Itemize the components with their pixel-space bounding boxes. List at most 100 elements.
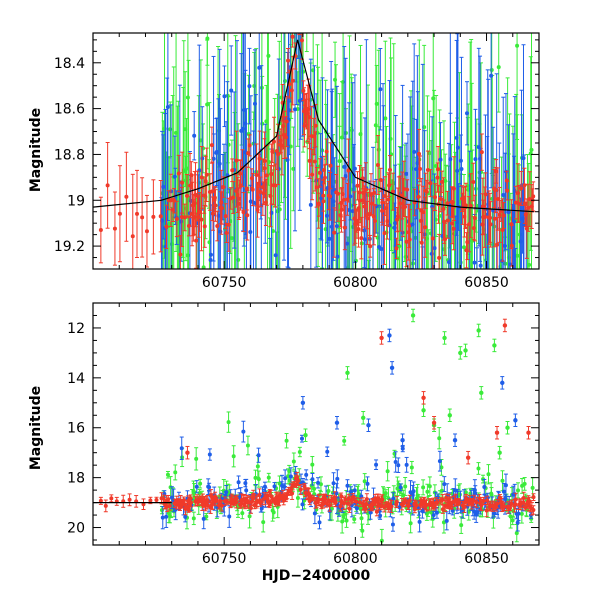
data-point-red bbox=[117, 211, 122, 216]
data-point-blue bbox=[458, 158, 463, 163]
data-point-blue bbox=[431, 513, 436, 518]
data-point-red bbox=[202, 224, 207, 229]
data-point-red bbox=[244, 186, 249, 191]
data-point-blue bbox=[248, 229, 253, 234]
data-point-blue bbox=[478, 263, 483, 268]
data-point-red bbox=[98, 228, 103, 233]
data-point-red bbox=[194, 238, 199, 243]
data-point-red bbox=[180, 180, 185, 185]
data-point-green bbox=[206, 337, 210, 341]
data-point-red bbox=[435, 175, 440, 180]
data-point-blue bbox=[432, 246, 437, 251]
data-point-green bbox=[437, 436, 442, 441]
data-point-blue bbox=[455, 145, 460, 150]
data-point-blue bbox=[489, 73, 494, 78]
data-point-red bbox=[442, 219, 447, 224]
data-point-blue bbox=[207, 452, 212, 457]
top-plot-frame bbox=[92, 32, 540, 270]
data-point-blue bbox=[345, 483, 350, 488]
top-y-tick-label: 19.2 bbox=[54, 239, 85, 255]
data-point-blue bbox=[472, 260, 477, 265]
data-point-green bbox=[528, 357, 532, 361]
data-point-blue bbox=[208, 252, 213, 257]
data-point-blue bbox=[374, 462, 379, 467]
data-point-green bbox=[229, 236, 234, 241]
data-point-red bbox=[368, 244, 373, 249]
data-point-green bbox=[261, 520, 266, 525]
data-point-blue bbox=[244, 488, 249, 493]
data-point-blue bbox=[227, 514, 232, 519]
data-point-blue bbox=[222, 271, 226, 275]
data-point-red bbox=[433, 195, 438, 200]
data-point-red bbox=[355, 183, 360, 188]
data-point-red bbox=[124, 194, 129, 199]
data-point-blue bbox=[165, 105, 170, 110]
data-point-green bbox=[352, 517, 357, 522]
data-point-green bbox=[305, 9, 309, 13]
data-point-red bbox=[254, 173, 259, 178]
data-point-blue bbox=[335, 476, 340, 481]
data-point-blue bbox=[393, 221, 398, 226]
data-point-red bbox=[231, 195, 236, 200]
data-point-green bbox=[527, 262, 532, 267]
data-point-blue bbox=[236, 480, 241, 485]
data-point-blue bbox=[217, 161, 222, 166]
data-point-blue bbox=[348, 194, 353, 199]
data-point-blue bbox=[420, 271, 424, 275]
data-point-blue bbox=[354, 506, 359, 511]
top-y-tick-label: 18.8 bbox=[54, 147, 85, 163]
data-point-blue bbox=[501, 489, 506, 494]
data-point-red bbox=[407, 237, 412, 242]
data-point-blue bbox=[272, 484, 277, 489]
data-point-green bbox=[271, 510, 276, 515]
data-point-red bbox=[205, 498, 210, 503]
data-point-red bbox=[526, 205, 531, 210]
data-point-blue bbox=[365, 481, 370, 486]
data-point-blue bbox=[194, 484, 199, 489]
data-point-red bbox=[328, 163, 333, 168]
data-point-blue bbox=[397, 505, 402, 510]
data-point-blue bbox=[459, 167, 464, 172]
data-point-blue bbox=[379, 246, 384, 251]
data-point-blue bbox=[243, 481, 248, 486]
data-point-green bbox=[517, 275, 521, 279]
data-point-blue bbox=[259, 506, 264, 511]
data-point-red bbox=[322, 175, 327, 180]
data-point-green bbox=[403, 254, 408, 259]
data-point-blue bbox=[352, 488, 357, 493]
data-point-red bbox=[509, 243, 514, 248]
data-point-red bbox=[347, 506, 352, 511]
data-point-blue bbox=[299, 10, 303, 14]
data-point-green bbox=[240, 511, 245, 516]
data-point-blue bbox=[287, 108, 292, 113]
data-point-green bbox=[240, 19, 244, 23]
data-point-green bbox=[439, 488, 444, 493]
data-point-green bbox=[194, 456, 199, 461]
data-point-blue bbox=[304, 472, 309, 477]
data-point-red bbox=[372, 219, 377, 224]
data-point-red bbox=[290, 491, 295, 496]
data-point-green bbox=[427, 484, 432, 489]
data-point-green bbox=[532, 347, 536, 351]
data-point-green bbox=[362, 479, 367, 484]
data-point-red bbox=[298, 487, 303, 492]
data-point-red bbox=[387, 167, 392, 172]
data-point-red bbox=[505, 188, 510, 193]
data-point-red bbox=[419, 240, 424, 245]
data-point-red bbox=[425, 167, 430, 172]
data-point-green bbox=[266, 53, 271, 58]
data-point-green bbox=[458, 260, 463, 265]
data-point-red bbox=[311, 496, 316, 501]
data-point-red bbox=[112, 226, 117, 231]
data-point-blue bbox=[200, 156, 205, 161]
data-point-red bbox=[105, 183, 110, 188]
data-point-blue bbox=[417, 519, 422, 524]
data-point-green bbox=[360, 528, 365, 533]
data-point-red bbox=[500, 227, 505, 232]
data-point-red bbox=[234, 158, 239, 163]
data-point-green bbox=[291, 166, 296, 171]
data-point-blue bbox=[398, 485, 403, 490]
data-point-blue bbox=[465, 111, 470, 116]
data-point-red bbox=[390, 189, 395, 194]
